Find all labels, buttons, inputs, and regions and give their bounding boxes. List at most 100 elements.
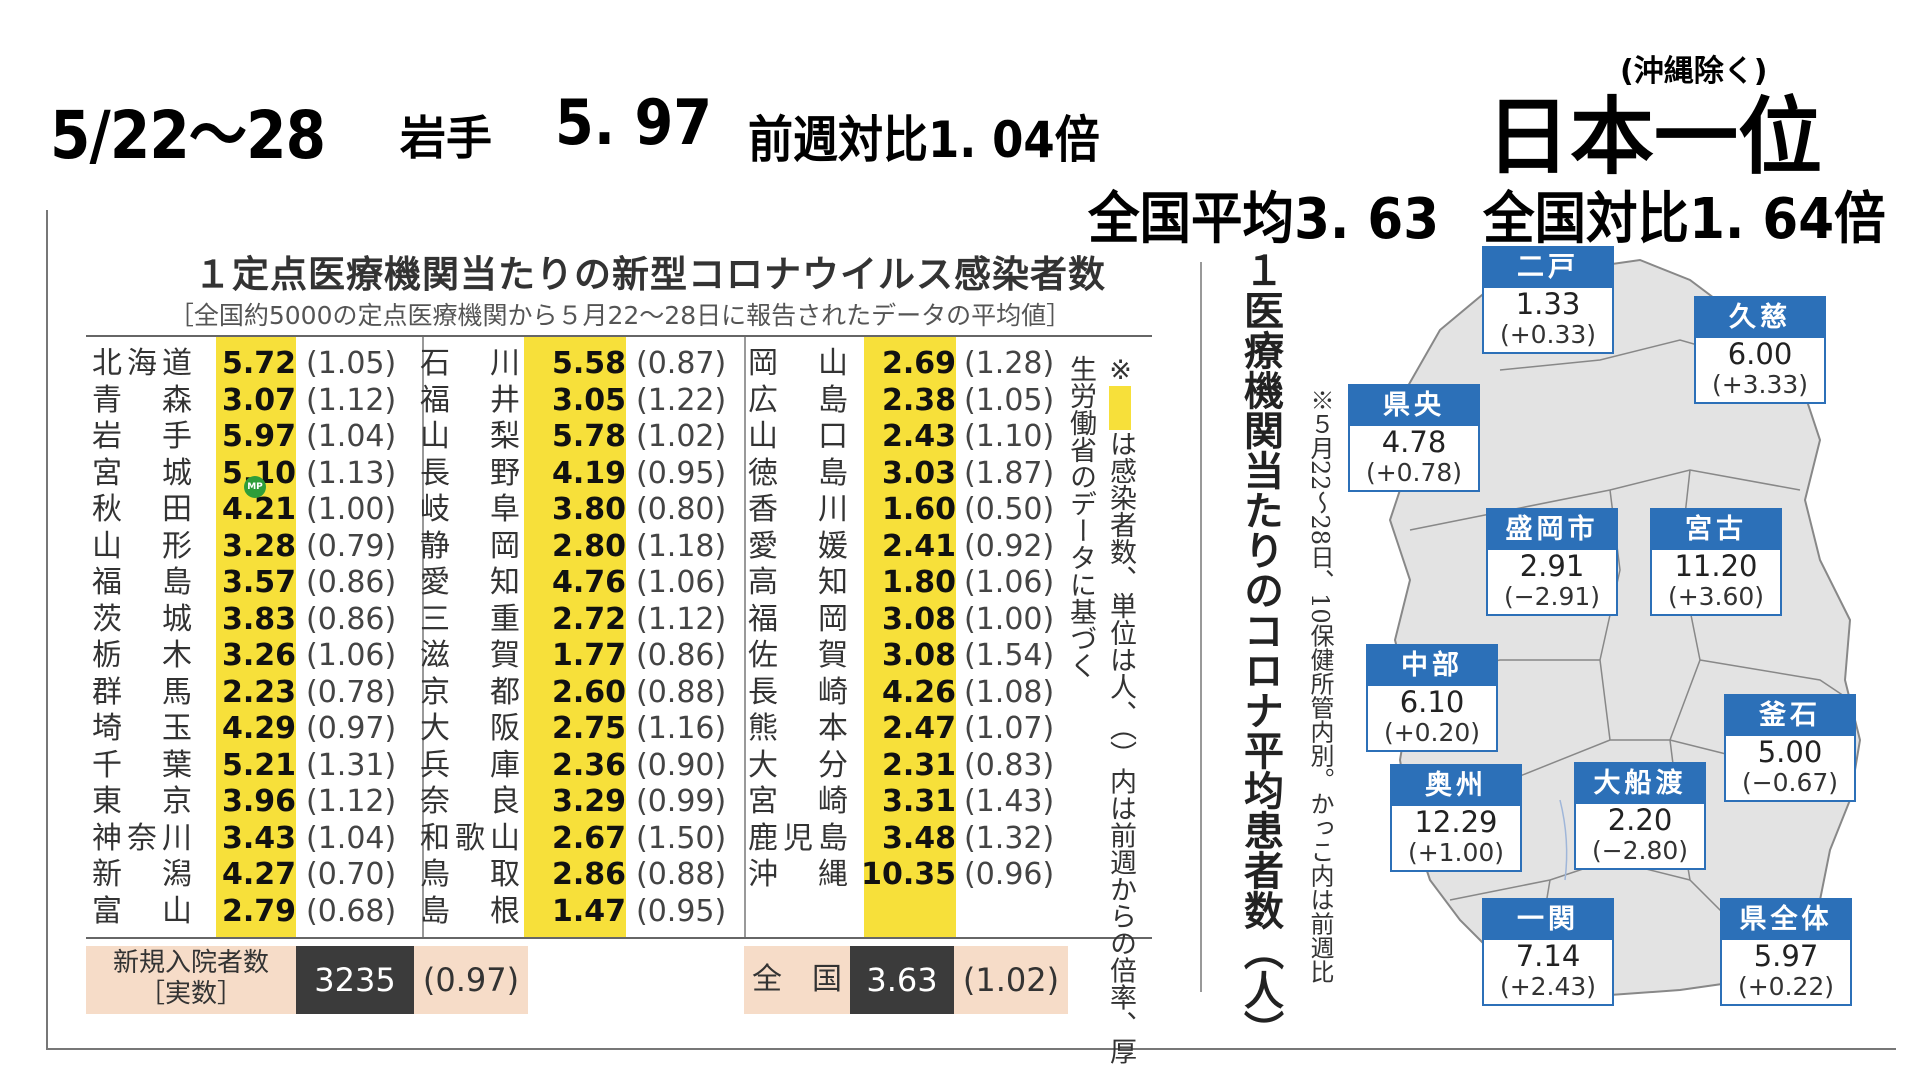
region-name: 宮古 [1652,510,1780,550]
prefecture-value: 3.80 [551,492,626,527]
admissions-label-line-1: 新規入院者数 [112,948,269,978]
prefecture-ratio: (0.78) [306,674,397,710]
prefecture-ratio: (1.28) [964,346,1055,381]
region-diff: (+3.33) [1711,370,1809,399]
prefecture-value: 3.08 [881,601,956,637]
prefecture-name: 鳥取 [420,857,520,892]
admissions-value: 3235 [296,946,414,1014]
prefecture-value: 5.72 [221,346,296,381]
prefecture-ratio: (0.86) [306,601,397,637]
region-diff: (+2.43) [1499,972,1597,1001]
prefecture-value: 2.47 [881,711,956,746]
prefecture-name: 茨城 [92,601,192,637]
prefecture-ratio: (0.95) [636,455,727,491]
prefecture-value: 3.08 [881,638,956,673]
prefecture-value: 3.96 [221,784,296,819]
prefecture-value: 1.80 [881,565,956,600]
region-value: 6.10 [1399,685,1465,719]
prefecture-name: 福井 [420,382,520,418]
prefecture-ratio: (0.87) [636,346,727,381]
region-box: 一関 7.14 (+2.43) [1482,898,1614,1006]
prefecture-name: 新潟 [92,857,192,892]
region-name: 県全体 [1722,900,1850,940]
region-diff: (−2.80) [1591,836,1689,865]
prefecture-name: 岐阜 [420,492,520,527]
headline-national-average: 全国平均3. 63 [1088,187,1440,252]
prefecture-value: 2.86 [551,857,626,892]
prefecture-name: 兵庫 [420,747,520,783]
prefecture-ratio: (0.97) [306,711,397,746]
prefecture-value: 3.07 [221,382,296,418]
prefecture-name: 岩手 [92,419,192,454]
prefecture-ratio: (1.06) [306,638,397,673]
prefecture-ratio: (0.83) [964,747,1055,783]
region-diff: (−0.67) [1741,768,1839,797]
prefecture-name: 岡山 [748,346,848,381]
prefecture-name: 神奈川 [92,820,192,856]
region-value: 12.29 [1414,805,1498,839]
region-value: 5.00 [1757,735,1823,769]
prefecture-value: 3.31 [881,784,956,819]
region-diff: (+0.78) [1365,458,1463,487]
prefecture-name: 大分 [748,747,848,783]
table-subtitle: ［全国約5000の定点医療機関から５月22～28日に報告されたデータの平均値］ [168,301,1072,330]
prefecture-ratio: (1.43) [964,784,1055,819]
prefecture-ratio: (1.12) [306,784,397,819]
prefecture-name: 青森 [92,382,192,418]
prefecture-value: 2.60 [551,674,626,710]
prefecture-name: 山形 [92,528,192,564]
prefecture-name: 富山 [92,893,192,929]
prefecture-ratio: (0.96) [964,857,1055,892]
prefecture-ratio: (0.80) [636,492,727,527]
prefecture-name: 宮城 [92,455,192,491]
region-value: 4.78 [1381,425,1447,459]
prefecture-value: 4.26 [881,674,956,710]
prefecture-name: 京都 [420,674,520,710]
region-value: 7.14 [1515,939,1581,973]
region-box: 二戸 1.33 (+0.33) [1482,246,1614,354]
prefecture-value: 3.28 [221,528,296,564]
prefecture-value: 1.60 [881,492,956,527]
prefecture-name: 和歌山 [420,820,520,856]
prefecture-ratio: (1.00) [306,492,397,527]
prefecture-ratio: (1.07) [964,711,1055,746]
prefecture-name: 徳島 [748,455,848,491]
prefecture-value: 3.05 [551,382,626,418]
highlight-column-1 [216,337,296,937]
prefecture-ratio: (0.86) [636,638,727,673]
prefecture-ratio: (0.95) [636,893,727,929]
highlight-column-2 [524,337,626,937]
table-bottom-rule [86,937,1152,939]
headline-exclusion-note: (沖縄除く) [1620,54,1768,89]
table-note-mark: ※ [1105,355,1136,386]
prefecture-ratio: (1.18) [636,528,727,564]
prefecture-name: 愛知 [420,565,520,600]
prefecture-ratio: (1.06) [964,565,1055,600]
map-note: ※５月22～28日、10保健所管内別。かっこ内は前週比 [1306,388,1334,984]
prefecture-ratio: (0.99) [636,784,727,819]
prefecture-name: 高知 [748,565,848,600]
prefecture-value: 5.21 [221,747,296,783]
prefecture-value: 5.78 [551,419,626,454]
prefecture-ratio: (1.00) [964,601,1055,637]
admissions-ratio: (0.97) [414,946,528,1014]
prefecture-name: 香川 [748,492,848,527]
prefecture-value: 2.69 [881,346,956,381]
prefecture-name: 沖縄 [748,857,848,892]
prefecture-name: 島根 [420,893,520,929]
prefecture-name: 東京 [92,784,192,819]
region-box: 奥州 12.29 (+1.00) [1390,764,1522,872]
prefecture-ratio: (0.86) [306,565,397,600]
region-diff: (+1.00) [1407,838,1505,867]
prefecture-ratio: (1.06) [636,565,727,600]
prefecture-ratio: (0.50) [964,492,1055,527]
prefecture-value: 4.29 [221,711,296,746]
prefecture-value: 3.43 [221,820,296,856]
prefecture-ratio: (0.88) [636,857,727,892]
prefecture-name: 北海道 [92,346,192,381]
prefecture-ratio: (1.22) [636,382,727,418]
prefecture-value: 3.48 [881,820,956,856]
prefecture-value: 4.19 [551,455,626,491]
prefecture-value: 3.29 [551,784,626,819]
prefecture-name: 愛媛 [748,528,848,564]
